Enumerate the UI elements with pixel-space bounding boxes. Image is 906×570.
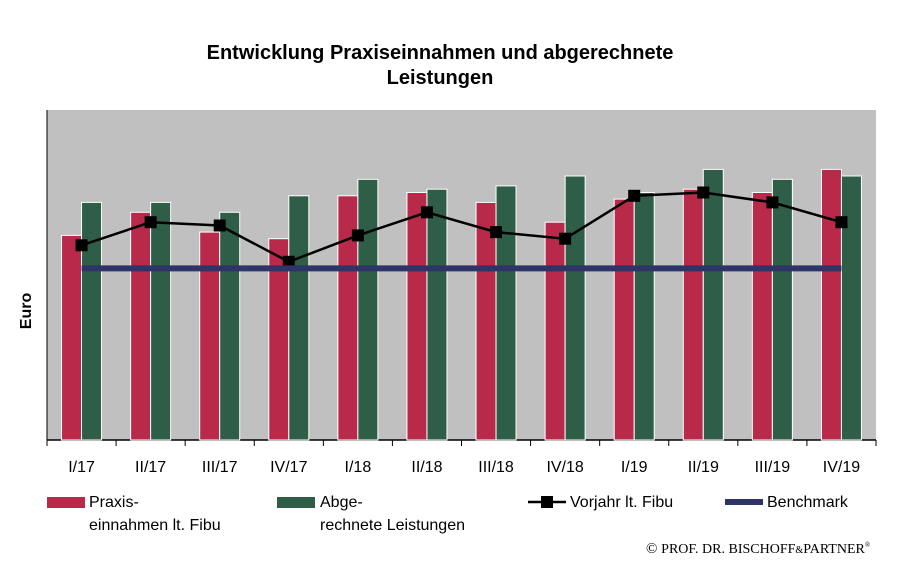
point-vorjahr (628, 189, 641, 202)
x-tick-label: IV/19 (823, 459, 860, 476)
bar-praxiseinnahmen (130, 211, 152, 441)
point-vorjahr (766, 196, 779, 209)
bar-praxiseinnahmen (613, 198, 635, 441)
bar-abgerechnete-leistungen (288, 195, 310, 441)
legend-label-praxiseinnahmen: Praxis- (89, 494, 139, 511)
x-tick-label: III/19 (755, 459, 791, 476)
bar-abgerechnete-leistungen (81, 201, 103, 441)
point-vorjahr (144, 216, 157, 229)
bar-abgerechnete-leistungen (702, 168, 724, 441)
bar-praxiseinnahmen (751, 192, 773, 441)
point-vorjahr (282, 255, 295, 268)
point-vorjahr (420, 206, 433, 219)
legend-label-praxiseinnahmen: einnahmen lt. Fibu (89, 517, 221, 534)
bar-praxiseinnahmen (406, 192, 428, 441)
legend-swatch-praxiseinnahmen (47, 497, 85, 508)
bar-abgerechnete-leistungen (219, 211, 241, 441)
point-vorjahr (351, 229, 364, 242)
bar-praxiseinnahmen (199, 231, 221, 441)
legend-marker-vorjahr (541, 496, 553, 508)
bar-abgerechnete-leistungen (495, 185, 517, 441)
legend-label-benchmark: Benchmark (767, 494, 849, 511)
bar-abgerechnete-leistungen (426, 188, 448, 441)
chart-title-line: Entwicklung Praxiseinnahmen und abgerech… (207, 42, 674, 64)
x-tick-label: III/18 (478, 459, 514, 476)
plot-area (47, 110, 876, 440)
x-tick-label: I/19 (621, 459, 648, 476)
x-tick-label: III/17 (202, 459, 238, 476)
bar-abgerechnete-leistungen (564, 175, 586, 441)
legend-swatch-abgerechnete (277, 497, 315, 508)
bar-abgerechnete-leistungen (771, 178, 793, 441)
bar-abgerechnete-leistungen (840, 175, 862, 441)
point-vorjahr (835, 216, 848, 229)
x-tick-label: II/18 (411, 459, 442, 476)
line-vorjahr (81, 191, 842, 264)
x-tick-label: IV/18 (546, 459, 583, 476)
copyright-text: © PROF. DR. BISCHOFF&PARTNER® (646, 541, 871, 557)
x-tick-label: II/17 (135, 459, 166, 476)
bar-praxiseinnahmen (820, 168, 842, 441)
point-vorjahr (213, 219, 226, 232)
bar-abgerechnete-leistungen (357, 178, 379, 441)
chart-title-line: Leistungen (387, 67, 494, 89)
legend-label-abgerechnete: rechnete Leistungen (320, 517, 465, 534)
bar-praxiseinnahmen (682, 188, 704, 441)
legend-label-vorjahr: Vorjahr lt. Fibu (570, 494, 673, 511)
point-vorjahr (697, 186, 710, 199)
bar-praxiseinnahmen (61, 234, 83, 441)
bar-praxiseinnahmen (544, 221, 566, 441)
point-vorjahr (559, 232, 572, 245)
legend-label-abgerechnete: Abge- (320, 494, 363, 511)
x-tick-label: I/17 (68, 459, 95, 476)
y-axis-label: Euro (18, 293, 35, 330)
x-tick-label: II/19 (688, 459, 719, 476)
bar-abgerechnete-leistungen (150, 201, 172, 441)
bar-abgerechnete-leistungen (633, 192, 655, 441)
point-vorjahr (75, 239, 88, 252)
point-vorjahr (490, 226, 503, 239)
x-tick-label: I/18 (345, 459, 372, 476)
x-tick-label: IV/17 (270, 459, 307, 476)
